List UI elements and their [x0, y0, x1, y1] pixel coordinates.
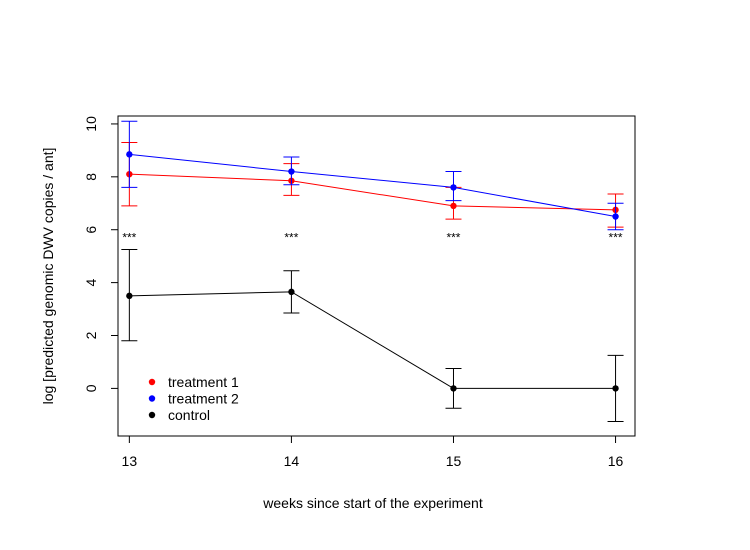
y-axis-title: log [predicted genomic DWV copies / ant]: [40, 148, 56, 405]
y-tick-label: 6: [83, 226, 99, 234]
series-treatment-2: [121, 120, 624, 231]
significance-label: ***: [609, 231, 623, 245]
y-tick-label: 0: [83, 384, 99, 392]
legend-marker: [148, 395, 156, 402]
x-tick-label: 14: [284, 453, 300, 469]
x-tick-label: 15: [446, 453, 462, 469]
data-point: [450, 184, 457, 191]
data-point: [612, 213, 619, 220]
legend-label: control: [168, 407, 210, 423]
x-axis: 13 14 15 16: [122, 435, 624, 469]
x-tick-label: 13: [122, 453, 138, 469]
x-axis-title: weeks since start of the experiment: [262, 495, 483, 511]
annotation-layer: *** *** *** ***: [122, 231, 623, 245]
data-point: [450, 385, 457, 392]
legend-marker: [148, 411, 156, 419]
y-tick-label: 4: [83, 279, 99, 287]
series-line-treatment-1: [129, 173, 616, 211]
y-axis: 0 2 4 6 8 10: [83, 116, 119, 392]
series-control: [121, 249, 624, 422]
data-point: [288, 168, 295, 175]
x-tick-label: 16: [608, 453, 624, 469]
series-layer: [121, 120, 624, 422]
legend-label: treatment 1: [168, 374, 239, 390]
series-line-treatment-2: [129, 153, 616, 217]
significance-label: ***: [122, 231, 136, 245]
data-point: [288, 288, 295, 296]
y-tick-label: 8: [83, 173, 99, 181]
y-tick-label: 2: [83, 331, 99, 339]
series-treatment-1: [121, 141, 624, 228]
series-line-control: [129, 291, 616, 389]
significance-label: ***: [284, 231, 298, 245]
data-point: [450, 202, 457, 210]
data-point: [126, 292, 133, 300]
data-point: [612, 385, 619, 392]
legend-marker: [148, 378, 156, 386]
y-tick-label: 10: [83, 116, 99, 132]
significance-label: ***: [446, 231, 460, 245]
legend-label: treatment 2: [168, 391, 239, 407]
data-point: [126, 151, 133, 158]
